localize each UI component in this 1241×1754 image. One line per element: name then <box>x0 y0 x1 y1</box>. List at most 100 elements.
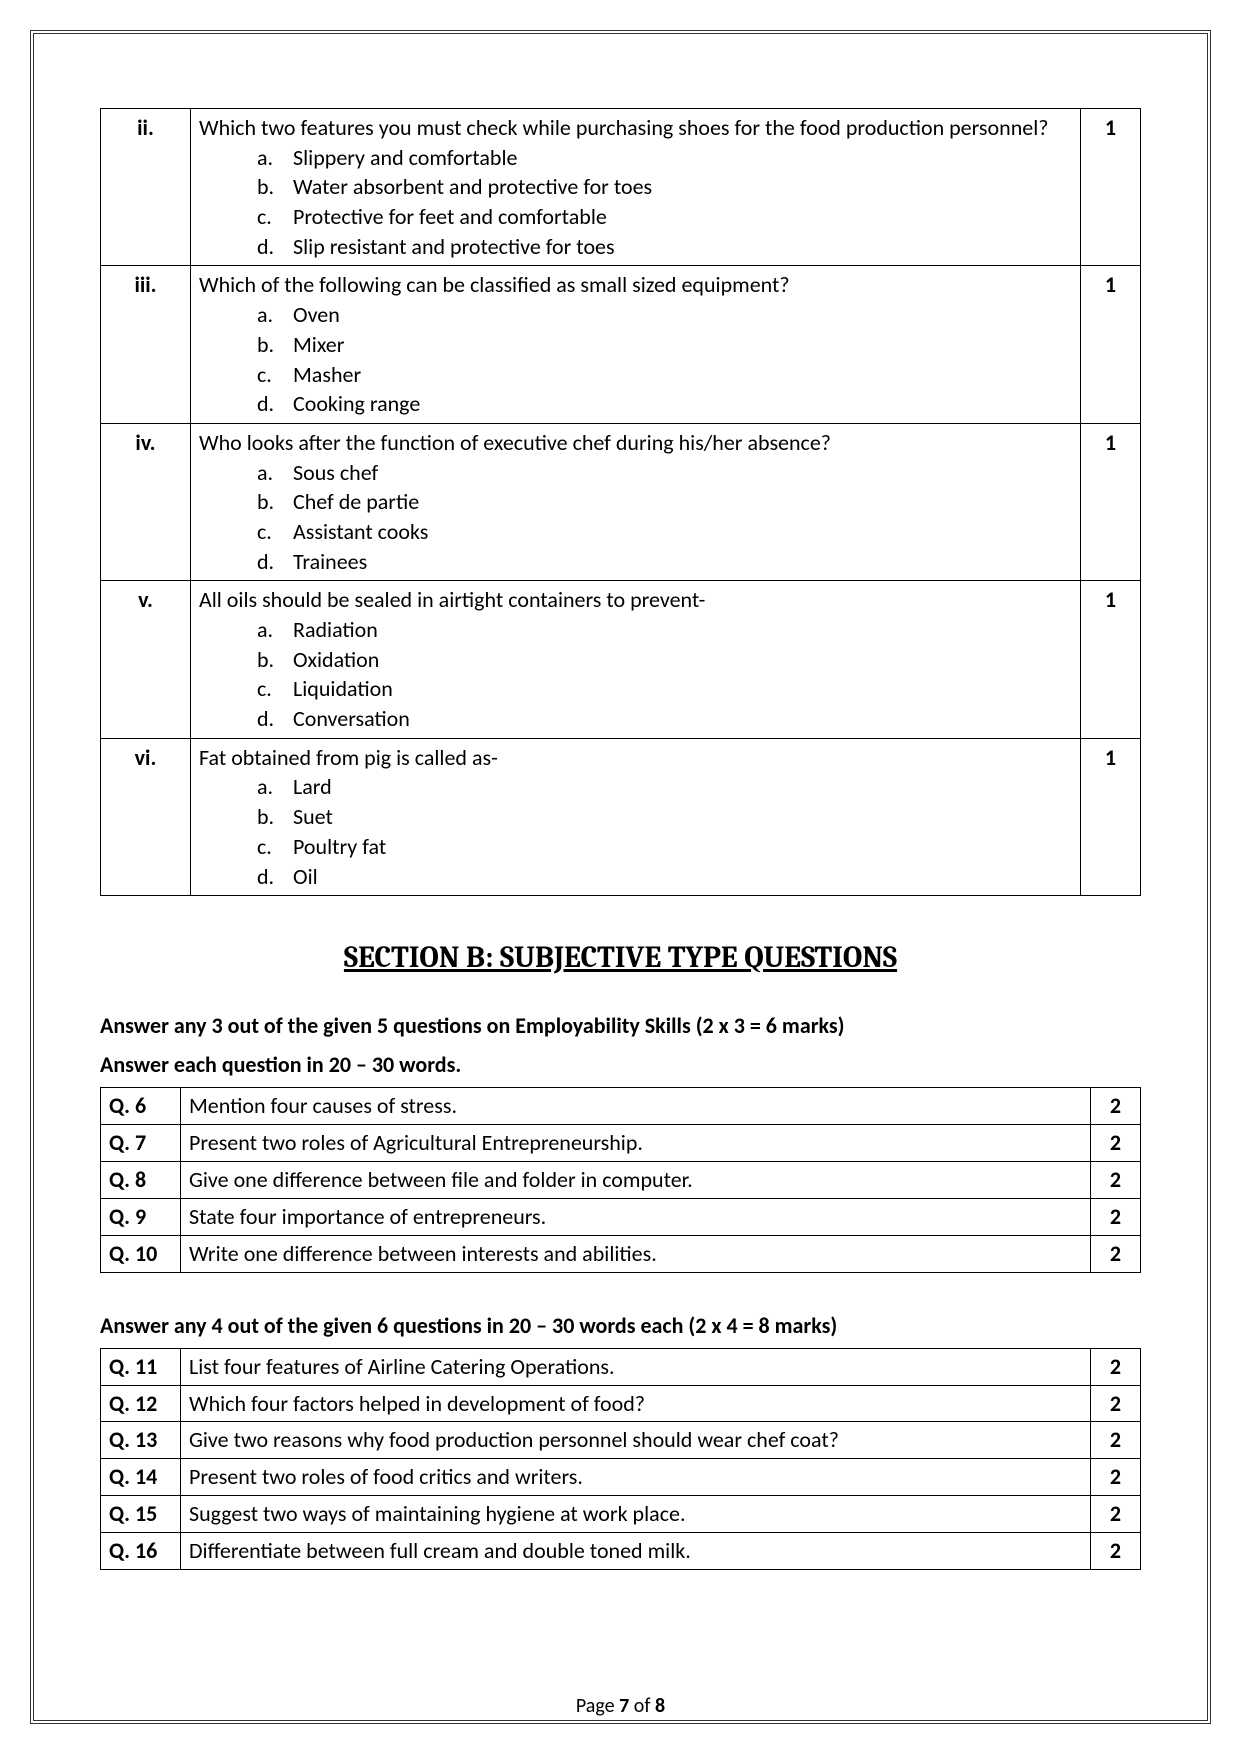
mcq-option: c. Poultry fat <box>257 832 1072 862</box>
question-marks: 2 <box>1091 1459 1141 1496</box>
question-text: Present two roles of Agricultural Entrep… <box>181 1125 1091 1162</box>
mcq-option: a.Lard <box>257 772 1072 802</box>
mcq-option-text: Mixer <box>293 330 344 360</box>
mcq-option: c. Masher <box>257 360 1072 390</box>
mcq-option-letter: a. <box>257 143 279 173</box>
table-row: Q. 13Give two reasons why food productio… <box>101 1422 1141 1459</box>
mcq-question-cell: Which of the following can be classified… <box>191 266 1081 423</box>
table-row: Q. 11List four features of Airline Cater… <box>101 1348 1141 1385</box>
mcq-option: d.Trainees <box>257 547 1072 577</box>
mcq-question-cell: All oils should be sealed in airtight co… <box>191 581 1081 738</box>
table-row: Q. 6Mention four causes of stress.2 <box>101 1088 1141 1125</box>
question-marks: 2 <box>1091 1161 1141 1198</box>
mcq-option: c.Liquidation <box>257 674 1072 704</box>
question-number: Q. 15 <box>101 1496 181 1533</box>
question-marks: 2 <box>1091 1088 1141 1125</box>
question-marks: 2 <box>1091 1385 1141 1422</box>
footer-pre: Page <box>576 1694 619 1718</box>
mcq-option-text: Oil <box>293 862 318 892</box>
subjective-table-1: Q. 6Mention four causes of stress.2Q. 7P… <box>100 1087 1141 1272</box>
question-marks: 2 <box>1091 1422 1141 1459</box>
mcq-options: a.Ovenb.Mixerc.Masherd.Cooking range <box>199 300 1072 419</box>
question-number: Q. 8 <box>101 1161 181 1198</box>
mcq-option-letter: a. <box>257 772 279 802</box>
mcq-option: a.Oven <box>257 300 1072 330</box>
mcq-options: a.Lardb.Suetc.Poultry fatd.Oil <box>199 772 1072 891</box>
mcq-option-text: Trainees <box>293 547 367 577</box>
mcq-question-text: Who looks after the function of executiv… <box>199 428 1072 458</box>
mcq-option: d.Slip resistant and protective for toes <box>257 232 1072 262</box>
mcq-option: b.Mixer <box>257 330 1072 360</box>
mcq-option-letter: a. <box>257 615 279 645</box>
mcq-option-letter: d. <box>257 389 279 419</box>
question-number: Q. 7 <box>101 1125 181 1162</box>
mcq-option-text: Conversation <box>293 704 410 734</box>
mcq-options: a.Sous chefb. Chef de partie c. Assistant c… <box>199 458 1072 577</box>
table-row: Q. 15Suggest two ways of maintaining hyg… <box>101 1496 1141 1533</box>
mcq-option-letter: c. <box>257 832 279 862</box>
mcq-option-letter: d. <box>257 862 279 892</box>
mcq-row: vi.Fat obtained from pig is called as-a.… <box>101 738 1141 895</box>
mcq-row: v. All oils should be sealed in airtight … <box>101 581 1141 738</box>
mcq-number: iv. <box>101 423 191 580</box>
mcq-option-letter: b. <box>257 487 279 517</box>
table-row: Q. 14Present two roles of food critics a… <box>101 1459 1141 1496</box>
mcq-options: a.Slippery and comfortableb.Water absorb… <box>199 143 1072 262</box>
question-text: Differentiate between full cream and dou… <box>181 1533 1091 1570</box>
question-text: State four importance of entrepreneurs. <box>181 1198 1091 1235</box>
mcq-option-letter: b. <box>257 645 279 675</box>
mcq-option-text: Assistant cooks <box>293 517 428 547</box>
mcq-marks: 1 <box>1081 423 1141 580</box>
table-row: Q. 10Write one difference between intere… <box>101 1235 1141 1272</box>
mcq-number: v. <box>101 581 191 738</box>
mcq-marks: 1 <box>1081 738 1141 895</box>
mcq-marks: 1 <box>1081 581 1141 738</box>
mcq-option-text: Chef de partie <box>293 487 419 517</box>
question-marks: 2 <box>1091 1533 1141 1570</box>
mcq-option-letter: d. <box>257 704 279 734</box>
instruction-b2: Answer any 4 out of the given 6 question… <box>100 1309 1141 1342</box>
mcq-number: ii. <box>101 109 191 266</box>
question-number: Q. 13 <box>101 1422 181 1459</box>
mcq-option-text: Suet <box>293 802 333 832</box>
footer-current: 7 <box>619 1694 629 1718</box>
mcq-option-letter: a. <box>257 300 279 330</box>
mcq-option: c. Assistant cooks <box>257 517 1072 547</box>
mcq-option-letter: c. <box>257 202 279 232</box>
mcq-option-text: Poultry fat <box>293 832 386 862</box>
mcq-option: a. Radiation <box>257 615 1072 645</box>
question-number: Q. 12 <box>101 1385 181 1422</box>
section-b-title: SECTION B: SUBJECTIVE TYPE QUESTIONS <box>100 940 1141 975</box>
question-text: Give two reasons why food production per… <box>181 1422 1091 1459</box>
mcq-option-text: Radiation <box>293 615 378 645</box>
mcq-option-letter: c. <box>257 360 279 390</box>
question-text: List four features of Airline Catering O… <box>181 1348 1091 1385</box>
mcq-option: d. Oil <box>257 862 1072 892</box>
mcq-option-text: Masher <box>293 360 361 390</box>
mcq-question-cell: Fat obtained from pig is called as-a.Lar… <box>191 738 1081 895</box>
mcq-option: b. Chef de partie <box>257 487 1072 517</box>
table-row: Q. 7Present two roles of Agricultural En… <box>101 1125 1141 1162</box>
mcq-option-text: Protective for feet and comfortable <box>293 202 607 232</box>
footer-total: 8 <box>655 1694 665 1718</box>
mcq-question-text: Which two features you must check while … <box>199 113 1072 143</box>
mcq-option-letter: c. <box>257 674 279 704</box>
mcq-question-text: All oils should be sealed in airtight co… <box>199 585 1072 615</box>
question-text: Mention four causes of stress. <box>181 1088 1091 1125</box>
mcq-question-cell: Which two features you must check while … <box>191 109 1081 266</box>
instruction-b1-line2: Answer each question in 20 – 30 words. <box>100 1048 1141 1081</box>
mcq-options: a.Radiationb.Oxidationc.Liquidationd.Con… <box>199 615 1072 734</box>
page-footer: Page 7 of 8 <box>0 1694 1241 1718</box>
mcq-option: c. Protective for feet and comfortable <box>257 202 1072 232</box>
mcq-option-letter: c. <box>257 517 279 547</box>
mcq-option-text: Slip resistant and protective for toes <box>293 232 615 262</box>
table-row: Q. 8Give one difference between file and… <box>101 1161 1141 1198</box>
question-marks: 2 <box>1091 1235 1141 1272</box>
mcq-number: vi. <box>101 738 191 895</box>
mcq-option: a.Sous chef <box>257 458 1072 488</box>
mcq-question-cell: Who looks after the function of executiv… <box>191 423 1081 580</box>
mcq-marks: 1 <box>1081 266 1141 423</box>
mcq-option-letter: a. <box>257 458 279 488</box>
table-row: Q. 16Differentiate between full cream an… <box>101 1533 1141 1570</box>
question-number: Q. 6 <box>101 1088 181 1125</box>
